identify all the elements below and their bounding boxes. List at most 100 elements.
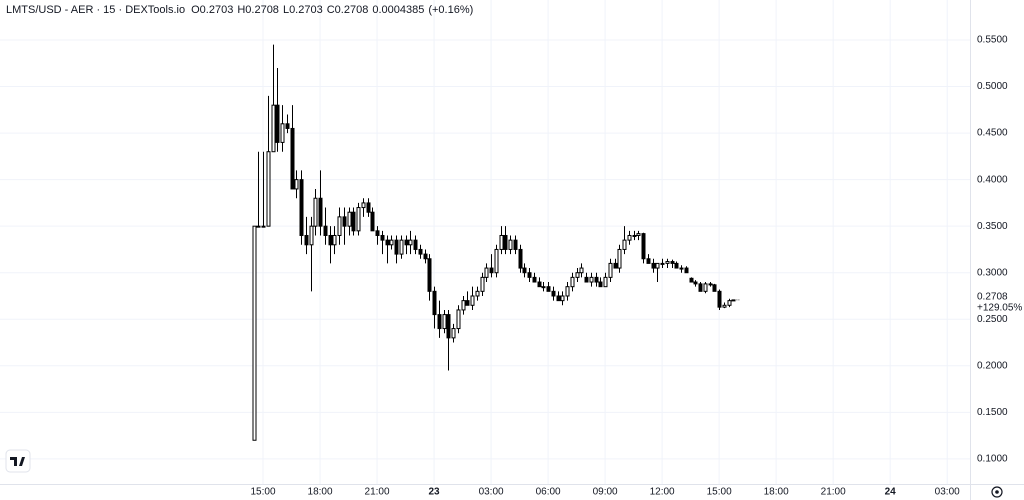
x-tick-label: 21:00 [821, 487, 846, 498]
candle-body [437, 314, 442, 330]
legend-key: O [191, 4, 200, 16]
candle-body [527, 272, 532, 278]
candles [252, 44, 736, 441]
candle-body [470, 295, 475, 306]
candle-body [380, 234, 385, 241]
candle-body [366, 202, 371, 213]
x-tick-label: 23 [429, 487, 441, 498]
candle-body [342, 216, 347, 227]
candle-body [632, 234, 637, 237]
last-price: 0.2708 [977, 292, 1008, 303]
settings-icon[interactable] [991, 486, 1003, 498]
x-tick-label: 03:00 [935, 487, 960, 498]
legend-value: 0.2703 [200, 4, 234, 16]
candle-body [575, 272, 580, 278]
candle-body [722, 304, 727, 308]
candle-body [413, 239, 418, 250]
candle-body [674, 262, 679, 269]
candle-body [461, 300, 466, 311]
candle-body [665, 261, 670, 264]
candle-body [313, 197, 318, 227]
candle-body [261, 225, 266, 228]
candle-body [698, 283, 703, 292]
symbol: LMTS/USD - AER · 15 · DEXTools.io [6, 4, 185, 16]
candle-body [408, 239, 413, 246]
candle-body [309, 225, 314, 246]
candle-body [608, 262, 613, 278]
candle-body [522, 267, 527, 274]
candle-body [703, 283, 708, 292]
candle-body [646, 258, 651, 264]
y-tick-label: 0.4500 [977, 128, 1008, 139]
candle-body [655, 262, 660, 269]
candle-body [347, 211, 352, 227]
legend-value: 0.2708 [335, 4, 369, 16]
x-tick-label: 15:00 [707, 487, 732, 498]
candle-body [275, 104, 280, 143]
candle-body [294, 179, 299, 190]
candle-body [551, 290, 556, 297]
change-pct: (+0.16%) [428, 4, 473, 16]
candle-body [556, 295, 561, 302]
candle-body [423, 253, 428, 260]
x-tick-label: 15:00 [251, 487, 276, 498]
y-tick-label: 0.5500 [977, 35, 1008, 46]
x-tick-label: 18:00 [764, 487, 789, 498]
candle-body [318, 197, 323, 227]
legend-key: H [237, 4, 245, 16]
candle-body [537, 281, 542, 288]
y-tick-label: 0.3500 [977, 221, 1008, 232]
candle-body [546, 286, 551, 292]
candle-body [570, 276, 575, 288]
candle-body [285, 123, 290, 129]
candle-body [670, 261, 675, 264]
candle-body [266, 151, 271, 227]
candle-body [565, 286, 570, 297]
candle-body [328, 234, 333, 246]
candle-body [351, 211, 356, 232]
candle-body [271, 104, 276, 153]
candle-body [290, 127, 295, 190]
candle-body [712, 284, 717, 292]
y-tick-label: 0.2000 [977, 360, 1008, 371]
candle-body [451, 328, 456, 339]
tv-logo [5, 449, 31, 473]
y-tick-label: 0.1000 [977, 454, 1008, 465]
candle-body [627, 234, 632, 241]
candle-body [689, 277, 694, 283]
candle-body [532, 276, 537, 283]
candle-body [337, 216, 342, 236]
candle-body [370, 211, 375, 232]
candle-body [499, 234, 504, 250]
candle-body [613, 262, 618, 269]
legend-key: L [283, 4, 289, 16]
candle-body [480, 276, 485, 292]
candle-body [584, 276, 589, 283]
x-tick-label: 12:00 [650, 487, 675, 498]
candle-body [442, 314, 447, 330]
legend-header: LMTS/USD - AER · 15 · DEXTools.io O0.2703… [6, 4, 473, 16]
candle-body [693, 281, 698, 285]
candle-body [684, 267, 689, 274]
candle-body [598, 281, 603, 288]
x-tick-label: 06:00 [536, 487, 561, 498]
candle-body [332, 234, 337, 246]
candle-body [399, 239, 404, 255]
y-tick-label: 0.3000 [977, 267, 1008, 278]
x-tick-label: 21:00 [365, 487, 390, 498]
candle-body [361, 202, 366, 209]
candle-body [280, 123, 285, 143]
candle-body [323, 225, 328, 236]
candle-body [589, 276, 594, 283]
candle-body [560, 295, 565, 302]
candle-body [356, 207, 361, 232]
candle-body [494, 248, 499, 274]
candle-body [641, 233, 646, 260]
candle-body [404, 239, 409, 246]
candle-body [418, 248, 423, 255]
legend-key: C [327, 4, 335, 16]
candle-body [299, 179, 304, 236]
candle-body [513, 239, 518, 250]
candle-body [651, 262, 656, 269]
